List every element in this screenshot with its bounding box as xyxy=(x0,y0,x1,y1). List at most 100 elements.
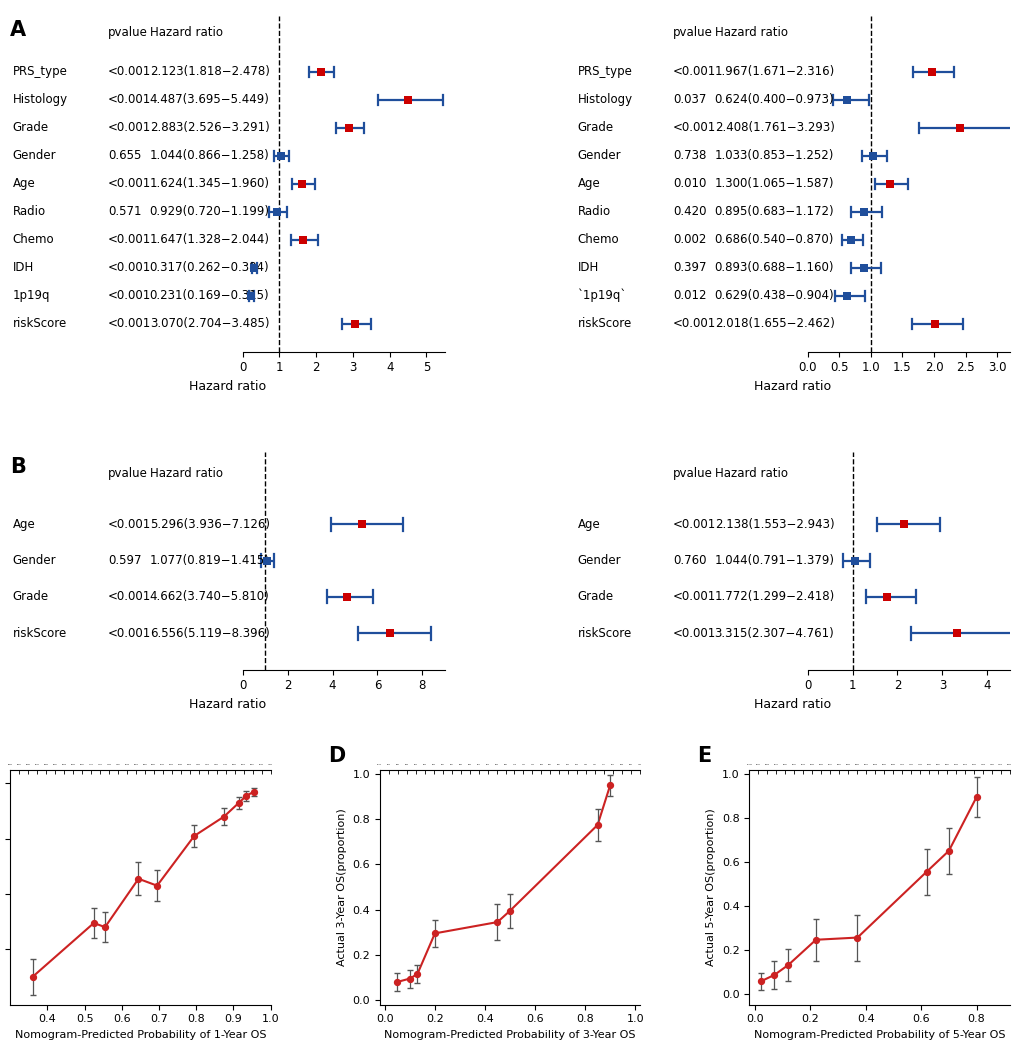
Point xyxy=(273,148,289,165)
Text: <0.001: <0.001 xyxy=(108,590,151,604)
Point xyxy=(246,783,262,800)
Text: Histology: Histology xyxy=(577,94,632,106)
Text: IDH: IDH xyxy=(577,261,598,274)
Text: riskScore: riskScore xyxy=(12,627,66,640)
Text: PRS_type: PRS_type xyxy=(12,66,67,79)
Text: Hazard ratio: Hazard ratio xyxy=(150,467,222,479)
Text: 0.571: 0.571 xyxy=(108,205,142,218)
Point xyxy=(130,871,147,888)
Text: pvalue: pvalue xyxy=(108,27,148,39)
Point xyxy=(24,968,41,985)
Text: riskScore: riskScore xyxy=(577,317,631,331)
Text: <0.001: <0.001 xyxy=(673,121,715,134)
Point xyxy=(846,552,862,569)
Text: Hazard ratio: Hazard ratio xyxy=(714,27,787,39)
Text: <0.001: <0.001 xyxy=(108,121,151,134)
Point xyxy=(399,91,416,108)
Point xyxy=(589,816,605,833)
Text: IDH: IDH xyxy=(12,261,34,274)
Text: 0.624(0.400−0.973): 0.624(0.400−0.973) xyxy=(714,94,834,106)
Text: <0.001: <0.001 xyxy=(673,627,715,640)
Point xyxy=(780,957,796,974)
Text: 0.010: 0.010 xyxy=(673,178,705,190)
Point xyxy=(243,287,259,304)
Text: 1.300(1.065−1.587): 1.300(1.065−1.587) xyxy=(714,178,834,190)
Text: 2.018(1.655−2.462): 2.018(1.655−2.462) xyxy=(714,317,834,331)
Text: 4.662(3.740−5.810): 4.662(3.740−5.810) xyxy=(150,590,269,604)
Point xyxy=(340,119,357,136)
Text: 0.686(0.540−0.870): 0.686(0.540−0.870) xyxy=(714,233,834,247)
Text: <0.001: <0.001 xyxy=(108,317,151,331)
Text: <0.001: <0.001 xyxy=(673,317,715,331)
Text: 0.231(0.169−0.315): 0.231(0.169−0.315) xyxy=(150,289,269,302)
Text: <0.001: <0.001 xyxy=(673,66,715,79)
Point xyxy=(880,175,897,192)
X-axis label: Hazard ratio: Hazard ratio xyxy=(189,698,266,711)
Point xyxy=(86,914,102,931)
Point xyxy=(312,64,328,81)
Point xyxy=(381,625,397,642)
Text: <0.001: <0.001 xyxy=(108,289,151,302)
Text: `1p19q`: `1p19q` xyxy=(577,289,626,302)
Text: 0.655: 0.655 xyxy=(108,149,141,163)
Text: 2.138(1.553−2.943): 2.138(1.553−2.943) xyxy=(714,518,834,530)
Point xyxy=(948,625,964,642)
Point xyxy=(501,902,518,919)
Text: Hazard ratio: Hazard ratio xyxy=(150,27,222,39)
Text: A: A xyxy=(10,20,26,40)
Point xyxy=(259,552,275,569)
Point xyxy=(855,203,871,220)
Text: Grade: Grade xyxy=(577,590,613,604)
Text: 1.033(0.853−1.252): 1.033(0.853−1.252) xyxy=(714,149,834,163)
Text: 2.883(2.526−3.291): 2.883(2.526−3.291) xyxy=(150,121,269,134)
Point xyxy=(849,929,865,946)
Point xyxy=(339,589,356,606)
Text: Hazard ratio: Hazard ratio xyxy=(714,467,787,479)
Text: riskScore: riskScore xyxy=(12,317,66,331)
Point xyxy=(347,315,364,332)
Text: D: D xyxy=(327,746,344,766)
Text: 3.315(2.307−4.761): 3.315(2.307−4.761) xyxy=(714,627,834,640)
Text: Age: Age xyxy=(577,178,599,190)
Text: Radio: Radio xyxy=(12,205,46,218)
Text: Gender: Gender xyxy=(577,554,621,567)
Text: 0.037: 0.037 xyxy=(673,94,705,106)
Point xyxy=(185,827,202,844)
Text: 1.044(0.866−1.258): 1.044(0.866−1.258) xyxy=(150,149,269,163)
Text: 2.408(1.761−3.293): 2.408(1.761−3.293) xyxy=(714,121,834,134)
Text: riskScore: riskScore xyxy=(577,627,631,640)
Text: 0.895(0.683−1.172): 0.895(0.683−1.172) xyxy=(714,205,834,218)
Text: 0.397: 0.397 xyxy=(673,261,705,274)
Point xyxy=(389,974,406,991)
Point xyxy=(842,232,858,249)
Text: <0.001: <0.001 xyxy=(673,590,715,604)
Text: B: B xyxy=(10,457,26,477)
Point xyxy=(426,925,442,942)
X-axis label: Nomogram-Predicted Probability of 5-Year OS: Nomogram-Predicted Probability of 5-Year… xyxy=(753,1030,1005,1040)
Point xyxy=(238,788,255,805)
Text: 1.772(1.299−2.418): 1.772(1.299−2.418) xyxy=(714,590,835,604)
Text: <0.001: <0.001 xyxy=(108,233,151,247)
Point xyxy=(765,966,782,983)
X-axis label: Hazard ratio: Hazard ratio xyxy=(189,379,266,393)
Point xyxy=(951,119,967,136)
Text: 4.487(3.695−5.449): 4.487(3.695−5.449) xyxy=(150,94,269,106)
Text: 1.044(0.791−1.379): 1.044(0.791−1.379) xyxy=(714,554,834,567)
Text: pvalue: pvalue xyxy=(673,467,712,479)
Text: 1.967(1.671−2.316): 1.967(1.671−2.316) xyxy=(714,66,835,79)
Point xyxy=(839,287,855,304)
Point xyxy=(918,863,934,880)
Text: Histology: Histology xyxy=(12,94,67,106)
Text: PRS_type: PRS_type xyxy=(577,66,632,79)
Text: Age: Age xyxy=(12,178,36,190)
X-axis label: Hazard ratio: Hazard ratio xyxy=(753,379,830,393)
Text: 3.070(2.704−3.485): 3.070(2.704−3.485) xyxy=(150,317,269,331)
Text: 0.420: 0.420 xyxy=(673,205,705,218)
Text: Gender: Gender xyxy=(12,149,56,163)
Point xyxy=(923,64,940,81)
X-axis label: Hazard ratio: Hazard ratio xyxy=(753,698,830,711)
Text: pvalue: pvalue xyxy=(108,467,148,479)
Point xyxy=(752,973,768,990)
Point xyxy=(409,965,425,982)
Text: Gender: Gender xyxy=(577,149,621,163)
